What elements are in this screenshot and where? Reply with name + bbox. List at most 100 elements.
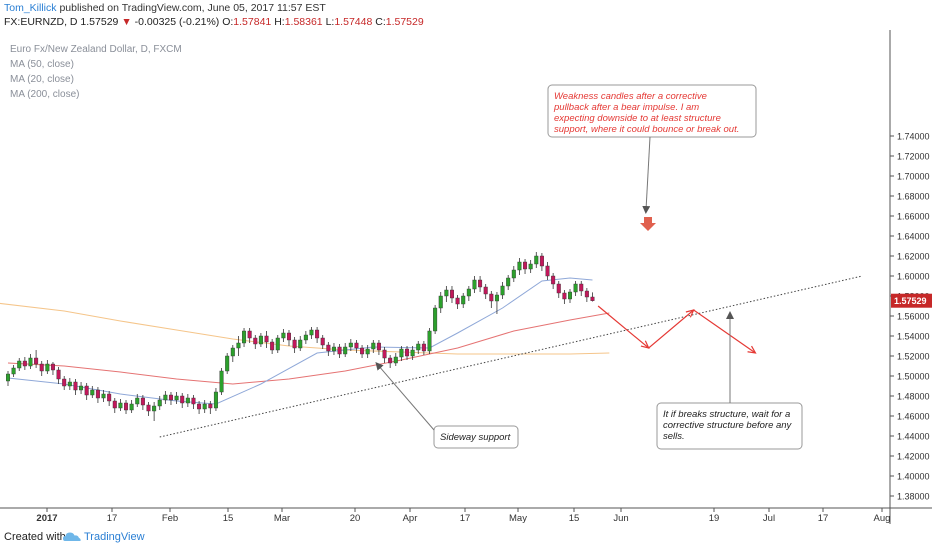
candle-body xyxy=(118,402,123,409)
chart-legend: Euro Fx/New Zealand Dollar, D, FXCM MA (… xyxy=(10,42,182,102)
candle-body xyxy=(483,286,488,295)
weakness-callout-line: Weakness candles after a corrective xyxy=(554,91,707,102)
candle-body xyxy=(444,289,449,297)
candle-body xyxy=(270,341,275,351)
candle-body xyxy=(427,330,432,352)
candle-body xyxy=(84,385,89,396)
candle-body xyxy=(90,389,95,396)
candle-body xyxy=(56,369,61,380)
candle-body xyxy=(371,342,376,350)
candle-body xyxy=(523,261,528,270)
projection-arrowhead xyxy=(640,340,650,349)
candle-body xyxy=(494,294,499,302)
candle-body xyxy=(174,395,179,401)
last-price-badge-label: 1.57529 xyxy=(894,296,927,306)
high-label: H: xyxy=(274,16,285,28)
candle-body xyxy=(376,342,381,351)
weakness-callout-pointer xyxy=(642,136,651,214)
tradingview-brand[interactable]: TradingView xyxy=(84,531,145,543)
candle-body xyxy=(17,360,22,369)
x-tick-label: 17 xyxy=(460,513,471,524)
candle-body xyxy=(568,291,573,300)
weakness-callout-line: pullback after a bear impulse. I am xyxy=(553,102,699,113)
candle-body xyxy=(253,337,258,345)
candle-body xyxy=(79,385,84,391)
price-axis: 1.38000 1.40000 1.42000 1.44000 1.46000 1.480… xyxy=(890,132,930,502)
ma200-line xyxy=(0,302,610,355)
candle-body xyxy=(517,261,522,271)
open-value: 1.57841 xyxy=(233,16,272,28)
candle-body xyxy=(556,283,561,294)
candle-body xyxy=(410,349,415,357)
close-label: C: xyxy=(375,16,386,28)
x-tick-label: Mar xyxy=(274,513,290,524)
author-link[interactable]: Tom_Killick xyxy=(4,2,57,14)
ma50-line xyxy=(7,312,610,385)
y-tick-label: 1.72000 xyxy=(897,152,930,162)
candle-body xyxy=(202,403,207,410)
candle-body xyxy=(393,356,398,364)
candle-body xyxy=(343,346,348,355)
high-value: 1.58361 xyxy=(284,16,323,28)
sideway-support-callout-pointer xyxy=(375,361,435,431)
tradingview-cloud-icon xyxy=(63,532,81,541)
candle-body xyxy=(455,297,460,305)
y-tick-label: 1.62000 xyxy=(897,252,930,262)
candle-body xyxy=(528,263,533,270)
weakness-callout-line: expecting downside to at least structure xyxy=(554,113,721,124)
candle-body xyxy=(405,348,410,357)
candle-body xyxy=(180,395,185,404)
candle-body xyxy=(590,296,595,301)
y-tick-label: 1.52000 xyxy=(897,352,930,362)
legend-ma200[interactable]: MA (200, close) xyxy=(10,89,80,100)
x-tick-label: 15 xyxy=(223,513,234,524)
projection-arrowhead xyxy=(685,309,695,318)
candle-body xyxy=(242,330,247,344)
sideway-support-trendline xyxy=(159,275,863,438)
candle-body xyxy=(50,363,55,371)
open-label: O: xyxy=(222,16,234,28)
last-price: 1.57529 xyxy=(80,16,119,28)
y-tick-label: 1.56000 xyxy=(897,312,930,322)
candle-body xyxy=(197,403,202,410)
legend-ma20[interactable]: MA (20, close) xyxy=(10,74,74,85)
drawings: Weakness candles after a correctivepullb… xyxy=(159,84,863,450)
y-tick-label: 1.42000 xyxy=(897,452,930,462)
candle-body xyxy=(506,277,511,287)
y-tick-label: 1.54000 xyxy=(897,332,930,342)
candle-body xyxy=(315,329,320,339)
close-value: 1.57529 xyxy=(385,16,424,28)
candle-body xyxy=(539,255,544,267)
y-tick-label: 1.68000 xyxy=(897,192,930,202)
candle-body xyxy=(101,393,106,399)
candle-body xyxy=(500,285,505,296)
candle-body xyxy=(287,332,292,341)
structure-callout-line: sells. xyxy=(663,431,685,442)
candle-body xyxy=(140,397,145,406)
projection-path xyxy=(597,305,756,354)
candle-body xyxy=(185,397,190,404)
y-tick-label: 1.70000 xyxy=(897,172,930,182)
candle-body xyxy=(438,295,443,309)
candle-body xyxy=(298,339,303,349)
candle-body xyxy=(5,373,10,382)
candle-body xyxy=(337,346,342,355)
candle-body xyxy=(168,394,173,401)
candle-body xyxy=(11,367,16,375)
candle-body xyxy=(67,381,72,387)
candle-body xyxy=(213,391,218,409)
y-tick-label: 1.44000 xyxy=(897,432,930,442)
legend-ma50[interactable]: MA (50, close) xyxy=(10,59,74,70)
x-tick-label: 17 xyxy=(818,513,829,524)
x-tick-label: Aug xyxy=(874,513,891,524)
candle-body xyxy=(73,381,78,391)
y-tick-label: 1.50000 xyxy=(897,372,930,382)
x-tick-label: 2017 xyxy=(36,513,57,524)
candle-body xyxy=(365,348,370,355)
x-tick-label: Jul xyxy=(763,513,775,524)
candle-body xyxy=(331,346,336,352)
price-chart[interactable]: 1.38000 1.40000 1.42000 1.44000 1.46000 1.480… xyxy=(0,30,932,524)
candle-body xyxy=(579,283,584,292)
candle-body xyxy=(511,269,516,279)
candle-body xyxy=(382,349,387,359)
